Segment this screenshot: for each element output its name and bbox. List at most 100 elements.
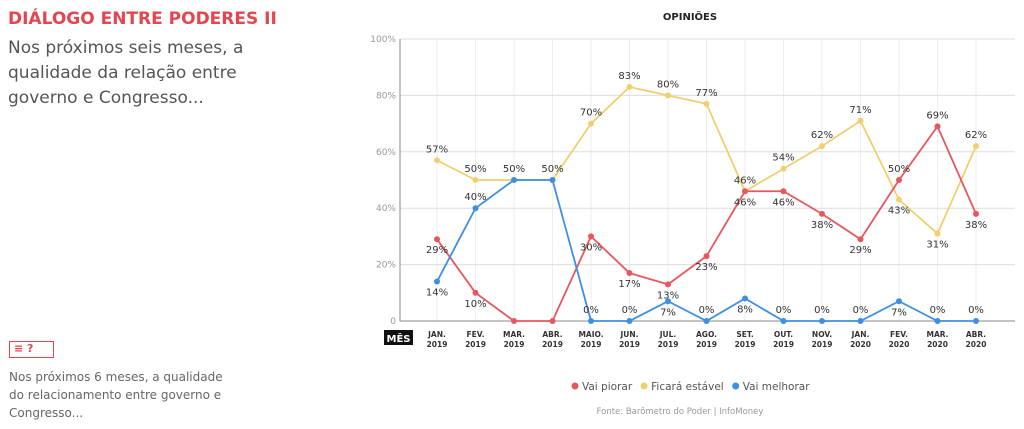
data-label: 8% xyxy=(737,304,753,315)
data-label: 0% xyxy=(622,305,638,316)
legend-label: Vai piorar xyxy=(582,381,633,393)
x-tick-label: MAIO. xyxy=(578,330,603,339)
data-point xyxy=(780,165,787,172)
data-label: 7% xyxy=(891,307,907,318)
x-tick-label: NOV. xyxy=(812,330,832,339)
data-label: 7% xyxy=(660,307,676,318)
data-point xyxy=(819,143,825,150)
data-label: 38% xyxy=(965,220,987,231)
x-tick-label: AGO. xyxy=(696,330,717,339)
x-tick-label: 2019 xyxy=(773,340,794,349)
source-note: Fonte: Barômetro do Poder | InfoMoney xyxy=(597,406,764,417)
data-point xyxy=(780,318,787,324)
data-point xyxy=(588,233,594,240)
y-tick-label: 40% xyxy=(376,204,396,214)
data-label: 29% xyxy=(426,245,448,256)
x-tick-label: 2019 xyxy=(542,340,563,349)
data-label: 80% xyxy=(657,79,679,90)
data-point xyxy=(665,298,671,305)
data-point xyxy=(973,143,979,150)
data-point xyxy=(472,289,479,296)
data-label: 40% xyxy=(464,192,486,203)
data-label: 57% xyxy=(426,144,448,155)
x-tick-label: 2019 xyxy=(658,340,679,349)
text-question-icon: ≡ ? xyxy=(9,341,54,358)
x-tick-label: JAN. xyxy=(851,330,870,339)
data-label: 70% xyxy=(580,108,602,119)
data-point xyxy=(434,278,440,285)
data-point xyxy=(973,318,979,324)
question-note: Nos próximos 6 meses, a qualidade do rel… xyxy=(9,370,223,420)
data-point xyxy=(934,318,941,324)
x-tick-label: MAR. xyxy=(503,330,525,339)
data-label: 0% xyxy=(583,305,599,316)
data-label: 50% xyxy=(503,164,525,175)
x-tick-label: 2020 xyxy=(850,340,871,349)
data-label: 30% xyxy=(580,242,602,253)
chart-subtitle: Nos próximos seis meses, a qualidade da … xyxy=(8,38,244,108)
data-label: 62% xyxy=(811,130,833,141)
data-label: 0% xyxy=(699,305,715,316)
data-point xyxy=(780,188,787,195)
legend-marker xyxy=(571,382,579,390)
data-point xyxy=(896,298,902,305)
data-label: 69% xyxy=(926,110,948,121)
data-point xyxy=(819,210,825,217)
x-tick-label: 2019 xyxy=(465,340,486,349)
legend-label: Ficará estável xyxy=(651,381,724,393)
legend-marker xyxy=(640,382,648,390)
x-tick-label: 2019 xyxy=(427,340,448,349)
x-tick-label: OUT. xyxy=(774,330,793,339)
data-label: 62% xyxy=(965,130,987,141)
data-label: 14% xyxy=(426,288,448,299)
data-point xyxy=(857,236,864,243)
x-tick-label: MAR. xyxy=(926,330,948,339)
data-point xyxy=(742,295,748,302)
data-label: 0% xyxy=(776,305,792,316)
data-label: 77% xyxy=(695,88,717,99)
data-label: 31% xyxy=(926,240,948,251)
data-label: 50% xyxy=(888,164,910,175)
data-label: 0% xyxy=(814,305,830,316)
data-label: 54% xyxy=(772,153,794,164)
chart-title: OPINIÕES xyxy=(663,10,717,23)
data-point xyxy=(896,177,902,183)
data-point xyxy=(626,270,633,277)
data-point xyxy=(472,205,479,212)
data-label: 46% xyxy=(772,197,794,208)
x-tick-label: SET. xyxy=(736,330,754,339)
data-point xyxy=(857,318,864,324)
data-point xyxy=(934,230,941,237)
data-label: 10% xyxy=(464,299,486,310)
data-point xyxy=(857,117,864,124)
data-point xyxy=(588,120,594,127)
data-point xyxy=(511,318,517,324)
data-point xyxy=(511,177,517,183)
x-tick-label: FEV. xyxy=(467,330,485,339)
data-label: 43% xyxy=(888,206,910,217)
data-label: 46% xyxy=(734,175,756,186)
y-tick-label: 20% xyxy=(376,261,396,271)
x-tick-label: 2020 xyxy=(927,340,948,349)
data-point xyxy=(434,236,440,243)
data-point xyxy=(665,92,671,99)
data-label: 17% xyxy=(618,279,640,290)
x-tick-label: ABR. xyxy=(966,330,986,339)
legend-label: Vai melhorar xyxy=(743,381,810,393)
x-tick-label: 2020 xyxy=(966,340,987,349)
data-label: 13% xyxy=(657,290,679,301)
x-tick-label: JUL. xyxy=(659,330,677,339)
x-axis-title: MÊS xyxy=(387,332,411,345)
data-label: 29% xyxy=(849,245,871,256)
data-point xyxy=(549,318,556,324)
chart-title-heading: DIÁLOGO ENTRE PODERES II xyxy=(8,9,277,29)
data-label: 71% xyxy=(849,105,871,116)
x-tick-label: 2019 xyxy=(696,340,717,349)
legend-marker xyxy=(732,382,740,390)
data-label: 50% xyxy=(541,164,563,175)
data-label: 38% xyxy=(811,220,833,231)
data-point xyxy=(703,253,710,260)
data-label: 0% xyxy=(968,305,984,316)
x-tick-label: 2019 xyxy=(504,340,525,349)
data-label: 50% xyxy=(464,164,486,175)
